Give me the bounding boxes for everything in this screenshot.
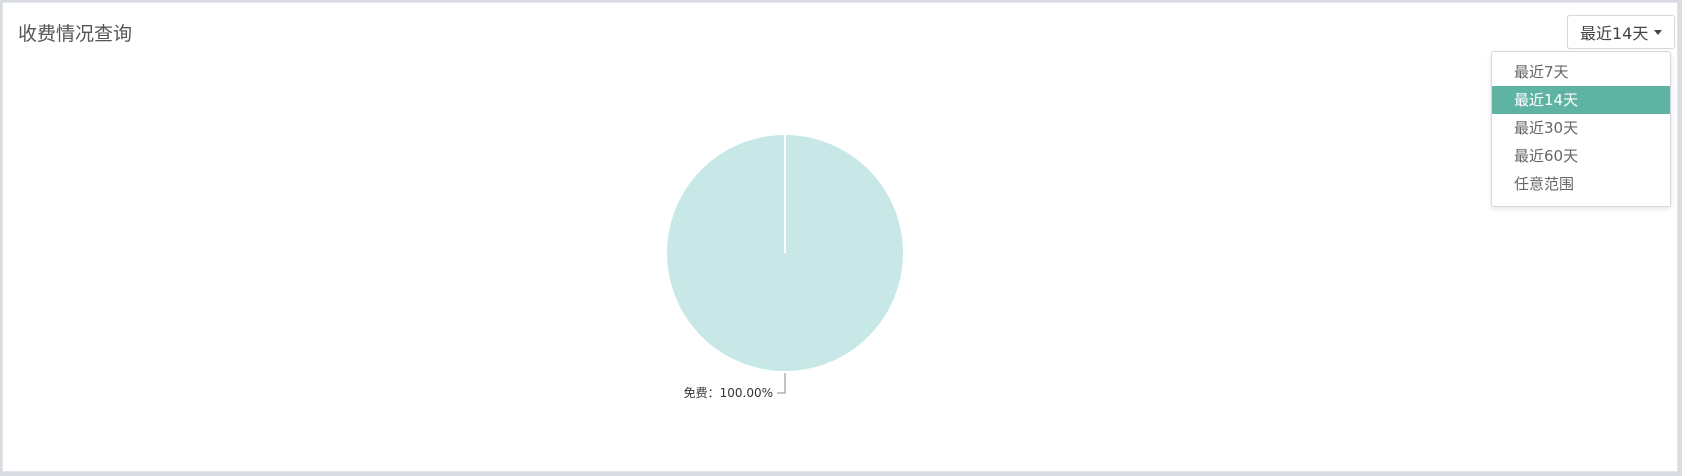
- date-range-selected-label: 最近14天: [1580, 24, 1649, 43]
- range-option-14-days[interactable]: 最近14天: [1492, 86, 1670, 114]
- range-option-7-days[interactable]: 最近7天: [1514, 63, 1569, 81]
- date-range-dropdown-button[interactable]: 最近14天: [1567, 15, 1676, 49]
- range-option-30-days[interactable]: 最近30天: [1514, 119, 1579, 137]
- date-range-menu: 最近7天 最近14天 最近30天 最近60天 任意范围: [1491, 51, 1671, 207]
- pie-slice-label: 免费：100.00%: [684, 385, 773, 400]
- caret-down-icon: [1654, 29, 1663, 35]
- range-option-60-days[interactable]: 最近60天: [1514, 147, 1579, 165]
- panel-title: 收费情况查询: [18, 23, 133, 45]
- pie-chart: 免费：100.00%: [667, 135, 903, 400]
- pie-label-leader-line: [777, 373, 786, 394]
- range-option-custom[interactable]: 任意范围: [1514, 175, 1575, 193]
